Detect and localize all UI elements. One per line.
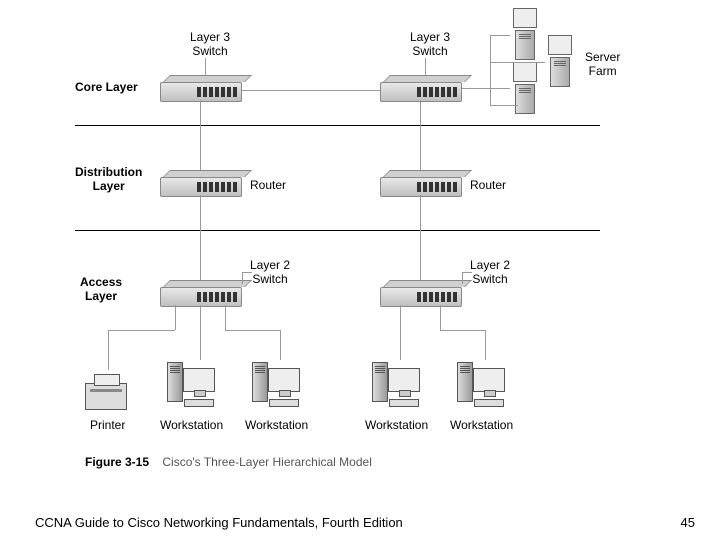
workstation-2 (250, 360, 305, 415)
page-number: 45 (681, 515, 695, 530)
server-1 (510, 8, 540, 58)
conn-l2label-1v (242, 272, 243, 284)
conn-core-horiz (242, 90, 380, 91)
router-label-2: Router (470, 178, 506, 192)
printer (85, 370, 130, 410)
footer-text: CCNA Guide to Cisco Networking Fundament… (35, 515, 403, 530)
conn-server-v (490, 35, 491, 105)
server-farm-label: Server Farm (585, 50, 620, 79)
figure-title: Cisco's Three-Layer Hierarchical Model (162, 455, 371, 469)
c-l21-ch (225, 330, 280, 331)
c-l22-a (400, 305, 401, 360)
router-label-1: Router (250, 178, 286, 192)
l3-switch-2 (380, 75, 465, 102)
printer-label: Printer (90, 418, 125, 432)
conn-label-l3-2 (425, 58, 426, 75)
server-2 (545, 35, 575, 85)
conn-l2label-1h (242, 272, 252, 273)
workstation-1 (165, 360, 220, 415)
workstation-label-1: Workstation (160, 418, 223, 432)
conn-dist-acc-2 (420, 195, 421, 280)
c-l21-cv (280, 330, 281, 360)
l2-switch-label-2: Layer 2 Switch (470, 258, 510, 287)
router-1 (160, 170, 245, 197)
l3-switch-1 (160, 75, 245, 102)
distribution-layer-label: Distribution Layer (75, 165, 142, 194)
divider-2 (75, 230, 600, 231)
figure-number: Figure 3-15 (85, 455, 149, 469)
conn-server-2 (490, 62, 545, 63)
workstation-label-4: Workstation (450, 418, 513, 432)
l3-switch-label-2: Layer 3 Switch (410, 30, 450, 59)
divider-1 (75, 125, 600, 126)
workstation-label-3: Workstation (365, 418, 428, 432)
conn-server-3 (490, 105, 518, 106)
c-l21-b (200, 305, 201, 360)
conn-server-1 (490, 35, 510, 36)
conn-server-base (462, 88, 510, 89)
workstation-label-2: Workstation (245, 418, 308, 432)
c-l21-a (175, 305, 176, 330)
l2-switch-label-1: Layer 2 Switch (250, 258, 290, 287)
workstation-4 (455, 360, 510, 415)
router-2 (380, 170, 465, 197)
figure-caption: Figure 3-15 Cisco's Three-Layer Hierarch… (85, 455, 372, 469)
conn-core-dist-1 (200, 100, 201, 170)
c-l22-b (440, 305, 441, 330)
c-l22-bh (440, 330, 485, 331)
conn-l2label-2h (462, 272, 472, 273)
l2-switch-2 (380, 280, 465, 307)
l2-switch-1 (160, 280, 245, 307)
c-l22-bv (485, 330, 486, 360)
c-l21-ah (108, 330, 175, 331)
l3-switch-label-1: Layer 3 Switch (190, 30, 230, 59)
c-l21-c (225, 305, 226, 330)
conn-l2label-2v (462, 272, 463, 284)
conn-label-l3-1 (205, 58, 206, 75)
workstation-3 (370, 360, 425, 415)
c-l21-av (108, 330, 109, 370)
network-diagram: Core Layer Distribution Layer Access Lay… (0, 0, 720, 500)
access-layer-label: Access Layer (80, 275, 122, 304)
core-layer-label: Core Layer (75, 80, 138, 94)
conn-dist-acc-1 (200, 195, 201, 280)
conn-core-dist-2 (420, 100, 421, 170)
